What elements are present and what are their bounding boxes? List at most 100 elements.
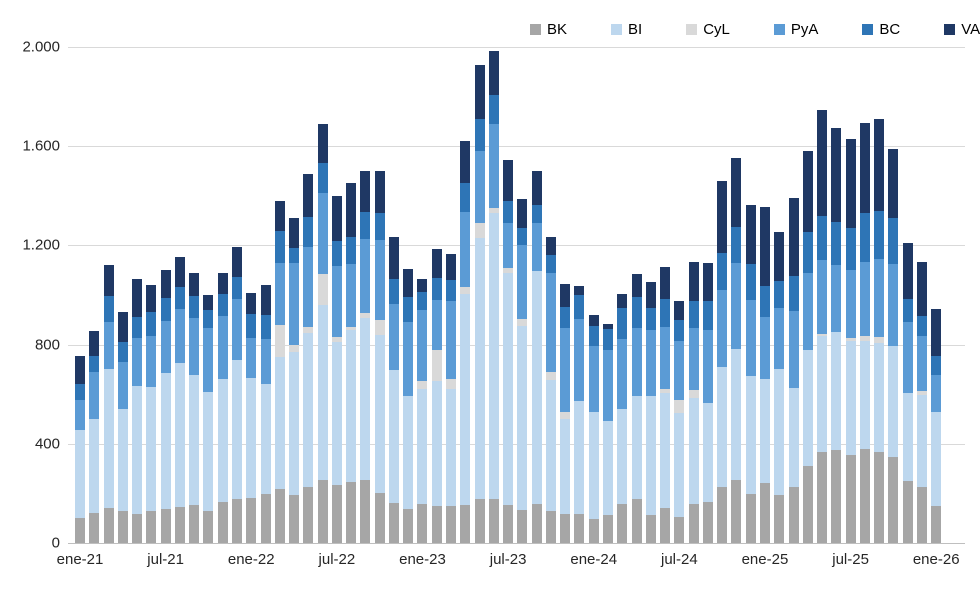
bar-segment-bk-ene-25 [759, 483, 770, 543]
bar-segment-bk-jul-25 [845, 455, 856, 543]
bar-segment-bc-may-22 [303, 216, 314, 248]
bar-segment-pya-sep-21 [189, 317, 200, 376]
bar-segment-va-abr-22 [289, 218, 300, 248]
bar-segment-bc-nov-23 [560, 307, 571, 328]
bar-mar-21 [103, 265, 114, 543]
bar-segment-bc-dic-23 [574, 295, 585, 319]
bar-segment-bk-nov-24 [731, 480, 742, 543]
bar-sep-23 [531, 171, 542, 543]
bar-nov-25 [902, 242, 913, 543]
bar-segment-bk-sep-21 [189, 505, 200, 543]
bar-segment-bk-jun-23 [488, 498, 499, 543]
bar-segment-pya-jun-21 [146, 336, 157, 388]
bar-segment-va-feb-22 [260, 285, 271, 315]
bar-segment-pya-oct-21 [203, 327, 214, 392]
bar-segment-va-ene-23 [417, 278, 428, 293]
bar-segment-bi-feb-24 [602, 420, 613, 515]
bar-segment-va-dic-25 [916, 261, 927, 316]
bar-segment-va-abr-23 [460, 141, 471, 184]
bar-segment-bc-ago-25 [859, 213, 870, 262]
gridline-1600 [68, 146, 965, 148]
x-axis-line [68, 543, 965, 544]
bar-segment-bi-jun-25 [831, 332, 842, 451]
bar-jul-21 [160, 270, 171, 543]
bar-segment-va-ene-24 [588, 314, 599, 327]
bar-segment-bk-feb-25 [774, 495, 785, 543]
bar-segment-pya-sep-22 [360, 238, 371, 314]
bar-segment-bk-sep-22 [360, 480, 371, 543]
bar-segment-bi-mar-24 [617, 408, 628, 505]
bar-segment-pya-feb-22 [260, 339, 271, 385]
bar-segment-pya-nov-23 [560, 327, 571, 413]
bar-dic-23 [574, 286, 585, 543]
bar-segment-bc-may-23 [474, 118, 485, 152]
bar-segment-bc-jun-21 [146, 312, 157, 337]
legend-item-bi: BI [611, 22, 642, 37]
bar-segment-pya-may-23 [474, 151, 485, 224]
x-tick-label-jul-25: jul-25 [832, 551, 869, 568]
bar-abr-22 [289, 218, 300, 543]
bar-segment-va-oct-21 [203, 295, 214, 310]
bar-segment-pya-may-22 [303, 247, 314, 327]
bar-may-24 [645, 281, 656, 543]
bar-segment-bi-jun-21 [146, 387, 157, 511]
bar-segment-bk-dic-22 [403, 509, 414, 543]
bar-segment-bc-abr-23 [460, 183, 471, 212]
bar-segment-va-nov-24 [731, 157, 742, 228]
bar-segment-bi-sep-23 [531, 270, 542, 504]
bar-segment-pya-mar-21 [103, 321, 114, 369]
bar-segment-bk-jun-21 [146, 510, 157, 543]
bar-segment-pya-ene-24 [588, 346, 599, 412]
bar-segment-pya-abr-25 [802, 272, 813, 350]
bar-segment-bk-mar-22 [274, 488, 285, 543]
bar-segment-va-jun-24 [660, 267, 671, 300]
bar-may-22 [303, 173, 314, 543]
legend-swatch-bi-icon [611, 24, 623, 35]
bar-feb-22 [260, 285, 271, 543]
legend-label-bi: BI [628, 21, 643, 38]
bar-segment-va-may-22 [303, 173, 314, 217]
x-tick-label-jul-21: jul-21 [147, 551, 184, 568]
bar-jun-21 [146, 285, 157, 543]
bar-segment-pya-jun-24 [660, 326, 671, 390]
bar-jul-23 [503, 159, 514, 543]
bar-segment-pya-may-25 [817, 260, 828, 335]
bar-segment-cyl-abr-23 [460, 287, 471, 294]
bar-segment-bc-feb-23 [431, 278, 442, 301]
bar-segment-cyl-ene-23 [417, 380, 428, 389]
bar-segment-bc-dic-25 [916, 315, 927, 336]
bar-segment-bk-ago-21 [174, 507, 185, 543]
bar-segment-bi-oct-24 [717, 367, 728, 487]
bar-nov-23 [560, 283, 571, 543]
bar-ago-24 [688, 262, 699, 543]
bar-nov-21 [217, 273, 228, 543]
bar-segment-bi-jun-23 [488, 212, 499, 499]
bar-segment-bi-nov-22 [388, 369, 399, 503]
bar-segment-bc-feb-25 [774, 281, 785, 309]
bar-may-25 [817, 110, 828, 543]
bar-segment-cyl-jul-23 [503, 267, 514, 273]
bar-segment-bi-abr-21 [117, 408, 128, 511]
legend-label-pya: PyA [790, 21, 819, 38]
bar-segment-pya-jun-23 [488, 123, 499, 208]
bar-segment-va-ago-22 [346, 183, 357, 237]
bar-segment-bk-feb-24 [602, 514, 613, 543]
bar-abr-25 [802, 151, 813, 543]
x-tick-label-ene-24: ene-24 [570, 551, 618, 568]
bar-segment-va-dic-21 [231, 247, 242, 277]
bar-segment-va-jul-23 [503, 159, 514, 201]
bar-segment-bi-mar-23 [446, 389, 457, 506]
bar-segment-pya-dic-24 [745, 299, 756, 376]
bar-segment-va-ene-26 [931, 308, 942, 357]
bar-segment-bi-mar-25 [788, 387, 799, 487]
legend-item-bc: BC [862, 22, 900, 37]
bar-segment-pya-may-24 [645, 329, 656, 396]
bar-segment-bk-sep-23 [531, 503, 542, 543]
bar-segment-va-may-23 [474, 65, 485, 119]
bar-segment-pya-mar-22 [274, 262, 285, 326]
bar-segment-pya-jul-25 [845, 270, 856, 338]
bar-dic-25 [916, 261, 927, 543]
bar-abr-21 [117, 312, 128, 543]
bar-segment-bi-ene-21 [75, 430, 85, 519]
bar-segment-bi-ago-21 [174, 363, 185, 508]
